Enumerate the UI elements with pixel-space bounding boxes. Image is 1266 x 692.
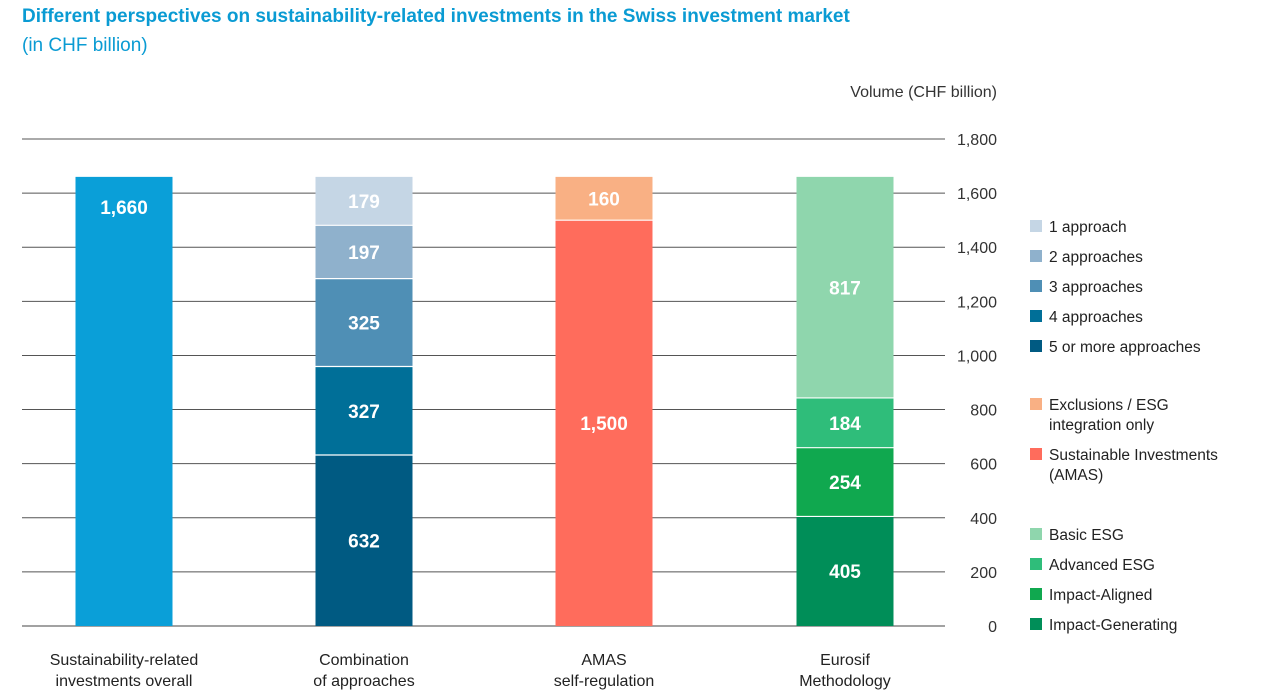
chart-subtitle: (in CHF billion)	[22, 35, 148, 56]
data-label: 254	[829, 473, 861, 494]
data-label: 184	[829, 414, 861, 435]
bars	[75, 176, 894, 626]
x-tick-label: investments overall	[56, 673, 193, 690]
bar-segment	[315, 366, 413, 456]
data-label: 197	[348, 243, 380, 264]
category-labels: Sustainability-related investments overal…	[50, 652, 891, 690]
data-label: 1,660	[100, 198, 148, 219]
data-label: 405	[829, 562, 861, 583]
legend-label: Sustainable Investments	[1049, 447, 1218, 464]
legend-label: 4 approaches	[1049, 309, 1143, 326]
bar-segment	[555, 220, 653, 626]
legend-label: Basic ESG	[1049, 527, 1124, 544]
legend-swatch	[1030, 618, 1042, 630]
legend-swatch	[1030, 220, 1042, 232]
legend-label: 3 approaches	[1049, 279, 1143, 296]
gridlines	[22, 138, 945, 627]
y-tick-label: 1,800	[957, 132, 997, 149]
y-axis-title: Volume (CHF billion)	[850, 84, 997, 101]
y-tick-label: 1,600	[957, 186, 997, 203]
y-axis: Volume (CHF billion) 0 200 400 600 800 1,000 1,…	[850, 84, 997, 636]
legend-swatch	[1030, 340, 1042, 352]
bar-segment	[555, 176, 653, 221]
x-tick-label: Combination	[319, 652, 409, 669]
legend-label: Exclusions / ESG	[1049, 397, 1169, 414]
bar-segment	[796, 516, 894, 626]
y-tick-label: 0	[988, 619, 997, 636]
legend-swatch	[1030, 398, 1042, 410]
legend-label: (AMAS)	[1049, 467, 1103, 484]
legend-label: Impact-Generating	[1049, 617, 1177, 634]
bar-segment	[796, 176, 894, 398]
x-tick-label: AMAS	[581, 652, 626, 669]
legend-swatch	[1030, 558, 1042, 570]
data-label: 179	[348, 192, 380, 213]
legend-label: 5 or more approaches	[1049, 339, 1201, 356]
bar-segment	[796, 397, 894, 448]
segment-labels: 1,660 632 327 325 197 179 1,500 160 405 254 184 817	[100, 190, 861, 584]
y-tick-label: 1,000	[957, 348, 997, 365]
bar-segment	[315, 278, 413, 367]
y-tick-label: 1,400	[957, 240, 997, 257]
legend: 1 approach 2 approaches 3 approaches 4 appr…	[1030, 219, 1218, 634]
y-tick-label: 200	[970, 565, 997, 582]
data-label: 1,500	[580, 414, 628, 435]
data-label: 160	[588, 190, 620, 211]
legend-label: integration only	[1049, 417, 1154, 434]
x-tick-label: Sustainability-related	[50, 652, 199, 669]
legend-swatch	[1030, 448, 1042, 460]
legend-label: 1 approach	[1049, 219, 1127, 236]
x-tick-label: Methodology	[799, 673, 891, 690]
bar-segment	[796, 447, 894, 517]
legend-swatch	[1030, 310, 1042, 322]
y-tick-label: 400	[970, 511, 997, 528]
chart-title: Different perspectives on sustainability…	[22, 6, 850, 27]
x-tick-label: self-regulation	[554, 673, 655, 690]
y-tick-label: 800	[970, 403, 997, 420]
legend-swatch	[1030, 250, 1042, 262]
data-label: 325	[348, 314, 380, 335]
data-label: 327	[348, 402, 380, 423]
bar-segment	[315, 455, 413, 626]
bar-segment	[315, 225, 413, 279]
x-tick-label: of approaches	[313, 673, 414, 690]
legend-label: Advanced ESG	[1049, 557, 1155, 574]
bar-segment	[315, 176, 413, 226]
bar-segment	[75, 176, 173, 626]
y-tick-label: 600	[970, 457, 997, 474]
legend-swatch	[1030, 588, 1042, 600]
x-tick-label: Eurosif	[820, 652, 870, 669]
legend-swatch	[1030, 280, 1042, 292]
legend-label: 2 approaches	[1049, 249, 1143, 266]
legend-swatch	[1030, 528, 1042, 540]
data-label: 817	[829, 278, 861, 299]
legend-label: Impact-Aligned	[1049, 587, 1152, 604]
y-tick-label: 1,200	[957, 294, 997, 311]
data-label: 632	[348, 532, 380, 553]
